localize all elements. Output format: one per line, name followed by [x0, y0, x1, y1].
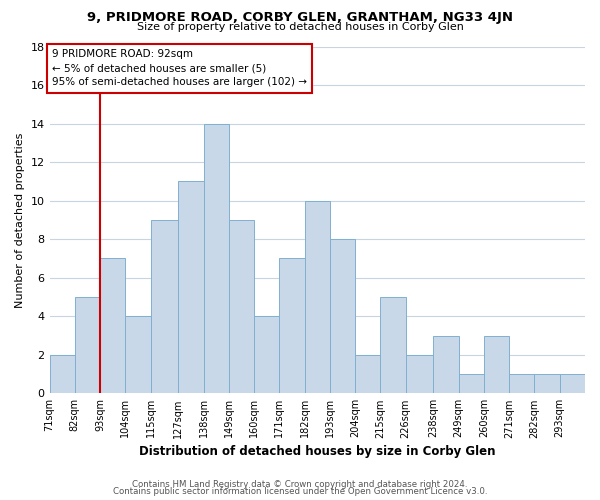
Bar	[355, 355, 380, 394]
Bar	[229, 220, 254, 394]
Bar	[178, 182, 203, 394]
Y-axis label: Number of detached properties: Number of detached properties	[15, 132, 25, 308]
Bar	[484, 336, 509, 394]
Bar	[151, 220, 178, 394]
Bar	[458, 374, 484, 394]
Text: Contains public sector information licensed under the Open Government Licence v3: Contains public sector information licen…	[113, 488, 487, 496]
Bar	[433, 336, 458, 394]
Text: 9, PRIDMORE ROAD, CORBY GLEN, GRANTHAM, NG33 4JN: 9, PRIDMORE ROAD, CORBY GLEN, GRANTHAM, …	[87, 12, 513, 24]
Bar	[535, 374, 560, 394]
Bar	[406, 355, 433, 394]
Bar	[330, 239, 355, 394]
Bar	[50, 355, 75, 394]
X-axis label: Distribution of detached houses by size in Corby Glen: Distribution of detached houses by size …	[139, 444, 496, 458]
Text: 9 PRIDMORE ROAD: 92sqm
← 5% of detached houses are smaller (5)
95% of semi-detac: 9 PRIDMORE ROAD: 92sqm ← 5% of detached …	[52, 50, 307, 88]
Bar	[203, 124, 229, 394]
Bar	[125, 316, 151, 394]
Bar	[75, 297, 100, 394]
Bar	[509, 374, 535, 394]
Text: Size of property relative to detached houses in Corby Glen: Size of property relative to detached ho…	[137, 22, 463, 32]
Bar	[560, 374, 585, 394]
Bar	[100, 258, 125, 394]
Bar	[254, 316, 280, 394]
Bar	[305, 200, 330, 394]
Bar	[280, 258, 305, 394]
Bar	[380, 297, 406, 394]
Text: Contains HM Land Registry data © Crown copyright and database right 2024.: Contains HM Land Registry data © Crown c…	[132, 480, 468, 489]
